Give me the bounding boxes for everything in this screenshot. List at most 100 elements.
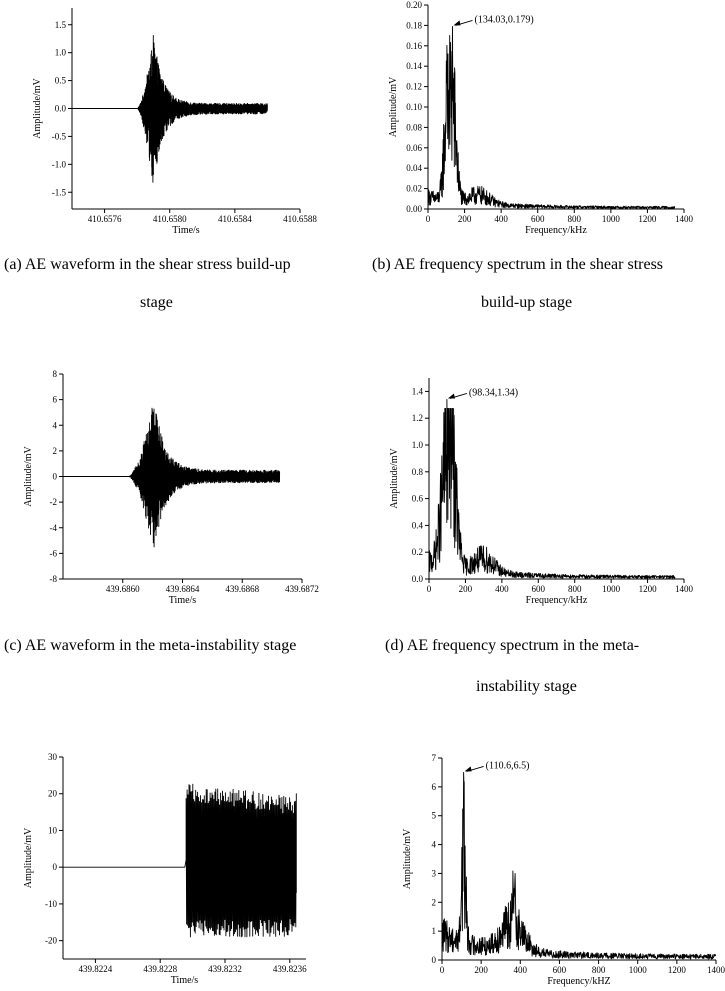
caption-d-line1: (d) AE frequency spectrum in the meta- [385, 637, 640, 654]
y-tick-label: -10 [45, 899, 57, 909]
y-tick-label: 0.20 [406, 0, 422, 10]
y-tick-label: 0 [53, 862, 58, 872]
y-tick-label: 30 [48, 752, 58, 762]
y-tick-label: 0.0 [412, 574, 424, 584]
x-tick-label: 439.6860 [106, 584, 140, 594]
x-axis-label: Frequency/kHz [525, 225, 587, 236]
x-tick-label: 1000 [629, 965, 648, 975]
peak-annotation: (98.34,1.34) [469, 387, 518, 398]
series-line [63, 407, 281, 548]
chart-b: 0.00 0.02 0.04 0.06 0.08 0.10 0.12 0.14 0.16 0.18… [388, 0, 694, 236]
series-line [63, 783, 297, 938]
y-tick-label: 1.0 [412, 440, 424, 450]
series-line [72, 35, 268, 183]
x-tick-label: 800 [592, 965, 606, 975]
x-tick-label: 439.8224 [79, 964, 113, 974]
x-tick-label: 1000 [602, 214, 621, 224]
y-tick-label: 0.0 [55, 104, 67, 114]
y-axis-label: Amplitude/mV [388, 76, 399, 137]
y-tick-label: 0.02 [406, 184, 422, 194]
y-tick-label: 7 [432, 753, 437, 763]
y-tick-label: 3 [432, 868, 437, 878]
y-tick-label: -2 [50, 497, 58, 507]
x-tick-label: 1200 [639, 584, 658, 594]
x-tick-label: 600 [532, 584, 546, 594]
y-tick-label: 1.2 [412, 413, 423, 423]
y-tick-label: 0.14 [406, 61, 422, 71]
series-line [441, 771, 717, 960]
y-tick-label: 0.00 [406, 204, 422, 214]
peak-annotation: (134.03,0.179) [475, 14, 534, 25]
y-tick-label: -6 [50, 548, 58, 558]
caption-c-line1: (c) AE waveform in the meta-instability … [4, 637, 297, 654]
y-tick-label: 0.18 [406, 20, 422, 30]
x-tick-label: 200 [474, 965, 488, 975]
y-tick-label: 10 [48, 825, 58, 835]
x-tick-label: 200 [459, 584, 473, 594]
y-tick-label: 0.04 [406, 163, 422, 173]
y-tick-label: 0.8 [412, 467, 424, 477]
y-tick-label: 20 [48, 789, 58, 799]
x-axis-label: Time/s [169, 595, 197, 606]
chart-a: -1.5 -1.0 -0.5 0.0 0.5 1.0 1.5 410.6576 410.6580… [32, 8, 317, 236]
x-tick-label: 1200 [668, 965, 687, 975]
x-tick-label: 400 [495, 584, 509, 594]
caption-a-line2: stage [140, 294, 173, 311]
y-tick-label: 0.10 [406, 102, 422, 112]
y-tick-label: -8 [50, 574, 58, 584]
chart-c: -8 -6 -4 -2 0 2 4 6 8 439.6860 439.6864 439.6868 439… [23, 369, 319, 606]
caption-b-line1: (b) AE frequency spectrum in the shear s… [372, 256, 664, 273]
x-tick-label: 0 [440, 965, 445, 975]
x-axis-label: Time/s [171, 975, 199, 986]
chart-f: 0 1 2 3 4 5 6 7 0 200 400 600 800 1000 1200 1400 Frequen… [402, 753, 725, 987]
x-tick-label: 200 [458, 214, 472, 224]
y-tick-label: -1.0 [52, 159, 67, 169]
x-tick-label: 410.6580 [153, 214, 187, 224]
y-tick-label: 1.4 [412, 386, 424, 396]
y-tick-label: 1 [432, 926, 437, 936]
x-tick-label: 600 [553, 965, 567, 975]
x-tick-label: 800 [568, 584, 582, 594]
x-tick-label: 410.6584 [218, 214, 252, 224]
y-tick-label: 6 [53, 395, 58, 405]
y-tick-label: 0.06 [406, 143, 422, 153]
y-tick-label: 0.5 [55, 76, 67, 86]
chart-d: 0.0 0.2 0.4 0.6 0.8 1.0 1.2 1.4 0 200 400 600 800 100… [389, 378, 694, 606]
y-tick-label: 2 [53, 446, 58, 456]
x-tick-label: 0 [427, 584, 432, 594]
annotation-arrowhead [447, 393, 455, 399]
x-tick-label: 1000 [602, 584, 621, 594]
y-tick-label: 4 [432, 840, 437, 850]
x-tick-label: 1400 [707, 965, 725, 975]
x-tick-label: 800 [568, 214, 582, 224]
y-tick-label: -0.5 [52, 131, 67, 141]
y-tick-label: 0.16 [406, 41, 422, 51]
y-tick-label: 0 [432, 955, 437, 965]
annotation-arrowhead [453, 20, 461, 26]
x-tick-label: 1400 [675, 584, 694, 594]
x-tick-label: 0 [426, 214, 431, 224]
caption-d-line2: instability stage [476, 678, 577, 695]
series-line [428, 398, 676, 579]
y-axis-label: Amplitude/mV [23, 445, 34, 506]
x-tick-label: 439.6864 [166, 584, 200, 594]
caption-b-line2: build-up stage [481, 294, 573, 311]
x-tick-label: 1200 [638, 214, 657, 224]
caption-a-line1: (a) AE waveform in the shear stress buil… [4, 256, 291, 273]
x-tick-label: 439.6868 [225, 584, 259, 594]
x-axis-label: Time/s [172, 225, 200, 236]
y-axis-label: Amplitude/mV [402, 828, 413, 889]
y-tick-label: 1.0 [55, 48, 67, 58]
x-tick-label: 400 [494, 214, 508, 224]
y-axis-label: Amplitude/mV [389, 447, 400, 508]
y-tick-label: 2 [432, 897, 437, 907]
y-tick-label: 0.2 [412, 547, 423, 557]
y-tick-label: 6 [432, 782, 437, 792]
y-tick-label: 0.6 [412, 494, 424, 504]
y-axis-label: Amplitude/mV [32, 77, 43, 138]
y-tick-label: 0.12 [406, 82, 422, 92]
peak-annotation: (110.6,6.5) [486, 760, 530, 771]
x-tick-label: 410.6576 [88, 214, 122, 224]
y-tick-label: 8 [53, 369, 58, 379]
